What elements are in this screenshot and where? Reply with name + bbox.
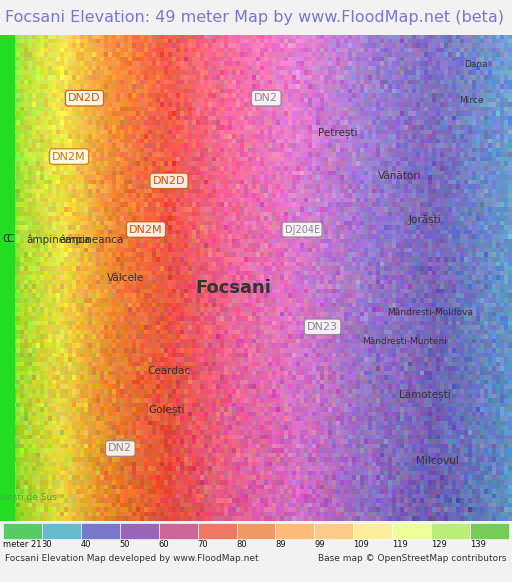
Bar (275, 523, 314, 538)
Text: âmpineanca: âmpineanca (27, 234, 91, 244)
Bar (80, 523, 119, 538)
Text: Focsani: Focsani (195, 279, 271, 297)
Text: Focsani Elevation Map developed by www.FloodMap.net: Focsani Elevation Map developed by www.F… (5, 554, 259, 563)
Text: Golești: Golești (148, 404, 185, 415)
Text: DN2D: DN2D (153, 176, 185, 186)
Bar (393, 523, 432, 538)
Text: DN2: DN2 (109, 443, 132, 453)
Text: olești de Sus: olești de Sus (0, 492, 57, 502)
Text: Dana: Dana (464, 59, 488, 69)
Text: C: C (7, 235, 14, 244)
Text: Petrești: Petrești (318, 127, 358, 138)
Text: Milcovul: Milcovul (416, 456, 459, 466)
Text: C: C (3, 235, 10, 244)
Bar (159, 523, 198, 538)
Text: Focsani Elevation: 49 meter Map by www.FloodMap.net (beta): Focsani Elevation: 49 meter Map by www.F… (5, 10, 504, 25)
Text: 119: 119 (393, 540, 408, 549)
Text: 129: 129 (432, 540, 447, 549)
Text: DN2M: DN2M (52, 151, 86, 162)
Text: Vâlcele: Vâlcele (107, 273, 144, 283)
Bar (237, 523, 275, 538)
Text: âmpineanca: âmpineanca (59, 234, 123, 244)
Text: DN2M: DN2M (129, 225, 163, 235)
Text: 139: 139 (471, 540, 486, 549)
Text: Mândrești-Moldova: Mândrești-Moldova (387, 308, 473, 317)
Text: Mândrești-Munteni: Mândrești-Munteni (362, 337, 447, 346)
Text: 30: 30 (41, 540, 52, 549)
Text: 50: 50 (119, 540, 130, 549)
Text: Vânători: Vânători (377, 171, 421, 181)
Bar (3, 523, 41, 538)
Text: 89: 89 (275, 540, 286, 549)
Text: 80: 80 (237, 540, 247, 549)
Text: Ceardac: Ceardac (147, 365, 190, 375)
Text: DN2: DN2 (254, 93, 278, 103)
Text: 109: 109 (353, 540, 369, 549)
Text: 40: 40 (80, 540, 91, 549)
Text: meter 21: meter 21 (3, 540, 41, 549)
Bar (41, 523, 80, 538)
Text: 70: 70 (198, 540, 208, 549)
Bar (353, 523, 393, 538)
Text: Lămotești: Lămotești (399, 389, 451, 400)
Text: Jorăști: Jorăști (409, 214, 441, 225)
Bar (471, 523, 509, 538)
Text: 99: 99 (314, 540, 325, 549)
Bar (314, 523, 353, 538)
Bar (198, 523, 237, 538)
Text: Mirce: Mirce (459, 96, 483, 105)
Text: DN2D: DN2D (68, 93, 101, 103)
Bar (432, 523, 471, 538)
Bar (119, 523, 159, 538)
Text: DN23: DN23 (307, 322, 338, 332)
Text: 60: 60 (159, 540, 169, 549)
Text: Base map © OpenStreetMap contributors: Base map © OpenStreetMap contributors (318, 554, 507, 563)
Text: DJ204E: DJ204E (285, 225, 319, 235)
